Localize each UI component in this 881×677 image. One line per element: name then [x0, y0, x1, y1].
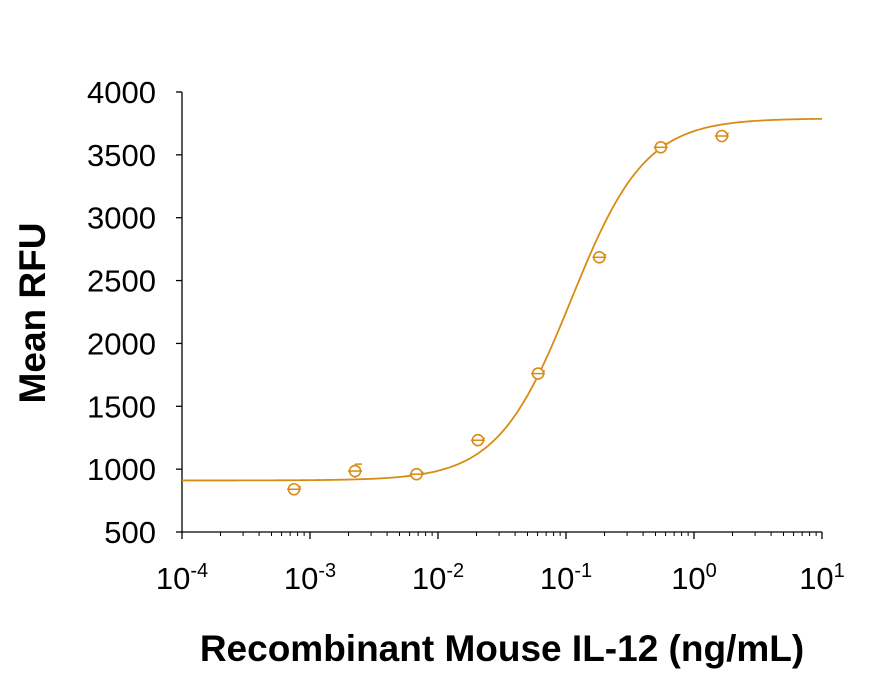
- data-point: [714, 129, 729, 143]
- data-point: [287, 482, 302, 496]
- x-tick-label: 101: [799, 560, 845, 596]
- x-tick-label: 10-4: [156, 560, 208, 596]
- y-tick-label: 3000: [87, 201, 156, 236]
- y-axis-title: Mean RFU: [12, 223, 53, 404]
- x-tick-label: 100: [671, 560, 717, 596]
- y-tick-label: 500: [104, 515, 156, 550]
- axes: [176, 91, 823, 539]
- y-tick-label: 1500: [87, 389, 156, 424]
- data-point: [653, 141, 668, 154]
- x-tick-label: 10-3: [284, 560, 336, 596]
- data-point: [470, 433, 485, 447]
- tick-labels: 500 1000 1500 2000 2500 3000 3500 4000 10-4 10-3 1…: [87, 75, 845, 596]
- x-axis-title: Recombinant Mouse IL-12 (ng/mL): [200, 628, 804, 669]
- fit-curve: [182, 117, 823, 482]
- data-points: [287, 129, 729, 496]
- x-tick-label: 10-1: [540, 560, 592, 596]
- x-tick-label: 10-2: [412, 560, 464, 596]
- y-tick-label: 2500: [87, 264, 156, 299]
- y-tick-label: 2000: [87, 326, 156, 361]
- data-point: [409, 467, 424, 481]
- y-tick-label: 1000: [87, 452, 156, 487]
- data-point: [348, 463, 363, 478]
- data-point: [592, 251, 607, 264]
- data-point: [531, 367, 546, 380]
- y-tick-label: 4000: [87, 75, 156, 110]
- fit-curve-layer: [182, 117, 823, 482]
- y-tick-label: 3500: [87, 138, 156, 173]
